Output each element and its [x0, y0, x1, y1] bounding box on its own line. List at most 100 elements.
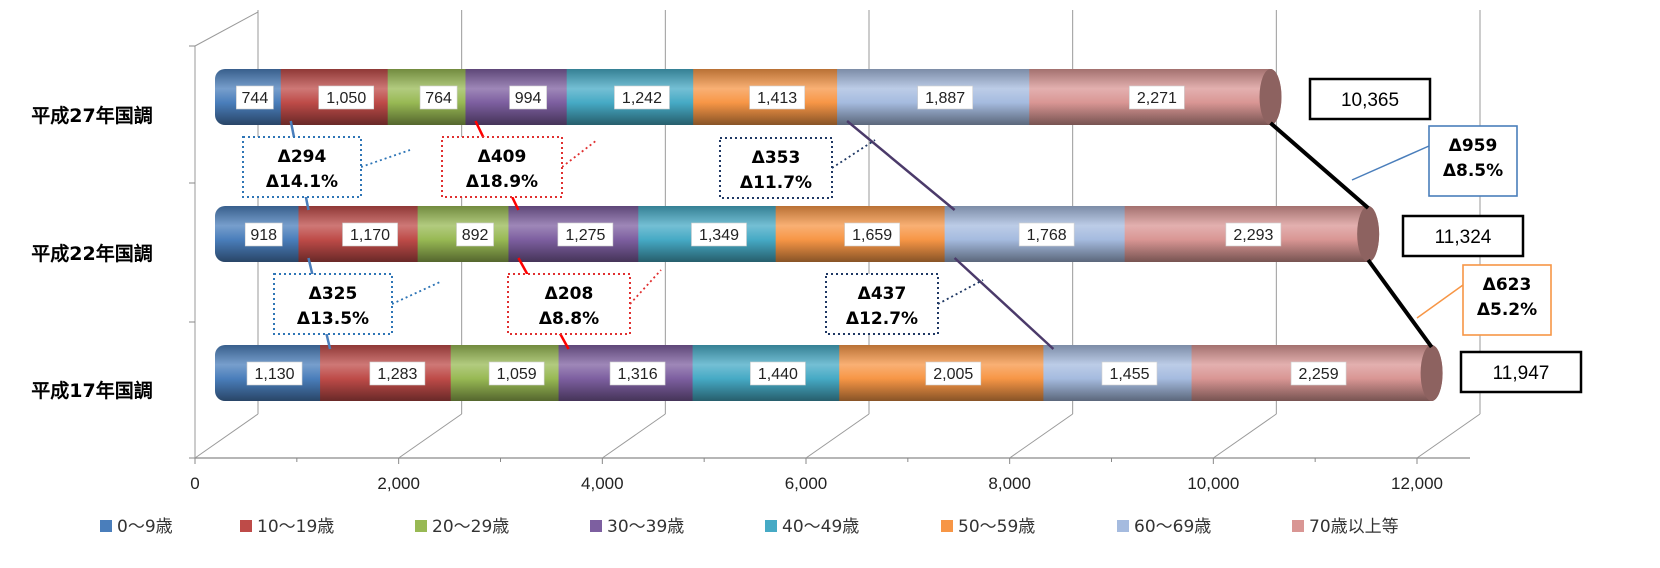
legend-swatch [415, 520, 427, 532]
data-label-box [419, 85, 458, 110]
data-label: 1,130 [255, 366, 295, 383]
data-label: 2,259 [1299, 366, 1339, 383]
data-label-box [844, 222, 900, 247]
legend-swatch [1117, 520, 1129, 532]
connector-line [846, 120, 956, 211]
legend-swatch [941, 520, 953, 532]
legend-swatch [1292, 520, 1304, 532]
data-label-box [369, 361, 426, 386]
data-label-box [1129, 85, 1185, 110]
gridline-floor [602, 413, 666, 459]
legend-swatch [590, 520, 602, 532]
data-label-box [342, 222, 398, 247]
total-label: 11,324 [1435, 227, 1492, 248]
data-label-box [691, 222, 747, 247]
legend-swatch [100, 520, 112, 532]
category-label: 平成27年国調 [31, 104, 152, 127]
total-box [1308, 77, 1432, 121]
legend-label: 60〜69歳 [1134, 517, 1211, 537]
data-label-box [750, 361, 806, 386]
gridline-floor [194, 413, 259, 459]
category-label: 平成22年国調 [31, 242, 152, 265]
change-label: Δ959 [1449, 136, 1498, 156]
connector-line [1366, 258, 1434, 349]
data-label-box [1225, 222, 1282, 247]
x-tick-label: 6,000 [785, 474, 828, 493]
data-label-box [236, 85, 274, 110]
change-leader-line [629, 269, 662, 305]
change-annotations: Δ294 Δ14.1% Δ409 Δ18.9% Δ353 Δ11.7% Δ325 Δ13.5%… [242, 125, 1552, 336]
x-tick-label: 0 [190, 474, 199, 493]
data-label: 1,349 [699, 227, 739, 244]
data-label: 2,293 [1233, 227, 1273, 244]
x-tick-label: 8,000 [988, 474, 1031, 493]
change-leader-line [561, 139, 598, 168]
data-label: 2,005 [933, 366, 973, 383]
legend-label: 40〜49歳 [782, 517, 859, 537]
bar-end-cap [1259, 69, 1282, 125]
gridline-floor [805, 413, 870, 459]
data-label-box [609, 361, 666, 386]
data-label: 1,242 [622, 90, 662, 107]
connector-line [1269, 121, 1370, 210]
left-wall-top [194, 11, 259, 47]
data-label: 1,413 [757, 90, 797, 107]
connector-line [953, 257, 1055, 350]
x-axis-tick-labels: 0 2,000 4,000 6,000 8,000 10,000 12,000 [190, 474, 1443, 493]
change-box [1428, 125, 1518, 197]
change-label: Δ208 [545, 284, 594, 304]
legend-label: 70歳以上等 [1309, 517, 1399, 537]
gridline-floor [1213, 413, 1277, 459]
total-label: 11,947 [1493, 363, 1550, 384]
data-label: 744 [242, 90, 269, 107]
legend-label: 0〜9歳 [117, 517, 173, 537]
data-label-box [244, 222, 283, 247]
total-label: 10,365 [1341, 90, 1399, 111]
change-box [273, 273, 393, 335]
change-leader-line [831, 139, 876, 169]
change-label: Δ8.8% [539, 309, 599, 329]
data-label-box [246, 361, 303, 386]
change-label: Δ294 [278, 147, 327, 167]
x-tick-label: 4,000 [581, 474, 624, 493]
data-label: 994 [515, 90, 542, 107]
change-leader-line [937, 279, 984, 305]
data-label: 892 [462, 227, 489, 244]
data-label: 1,283 [377, 366, 417, 383]
data-label-box [509, 85, 547, 110]
data-label-box [456, 222, 494, 247]
gridline-floor [1416, 413, 1481, 459]
change-leader-line [1416, 284, 1464, 319]
change-label: Δ409 [478, 147, 527, 167]
data-label-box [318, 85, 375, 110]
change-leader-line [391, 281, 441, 305]
total-box [1459, 350, 1583, 394]
data-label-box [1101, 361, 1158, 386]
data-label: 1,440 [758, 366, 798, 383]
data-label-box [614, 85, 670, 110]
change-label: Δ11.7% [740, 173, 812, 193]
legend-label: 20〜29歳 [432, 517, 509, 537]
legend: 0〜9歳 10〜19歳 20〜29歳 30〜39歳 40〜49歳 50〜59歳 60〜69歳… [100, 517, 1399, 537]
change-box [825, 273, 939, 335]
change-box [719, 137, 833, 199]
data-label: 2,271 [1137, 90, 1177, 107]
data-label: 1,316 [618, 366, 658, 383]
data-label-box [488, 361, 545, 386]
legend-swatch [765, 520, 777, 532]
change-label: Δ14.1% [266, 172, 338, 192]
data-label: 1,170 [350, 227, 390, 244]
change-label: Δ623 [1483, 275, 1532, 295]
change-leader-line [360, 149, 411, 168]
data-label-box [1290, 361, 1347, 386]
change-label: Δ12.7% [846, 309, 918, 329]
gridline-floor [398, 413, 462, 459]
data-label-box [557, 222, 614, 247]
change-leader-line [1351, 145, 1430, 181]
change-label: Δ18.9% [466, 172, 538, 192]
total-labels: 10,365 11,324 11,947 [1308, 77, 1583, 394]
change-box [507, 273, 631, 335]
